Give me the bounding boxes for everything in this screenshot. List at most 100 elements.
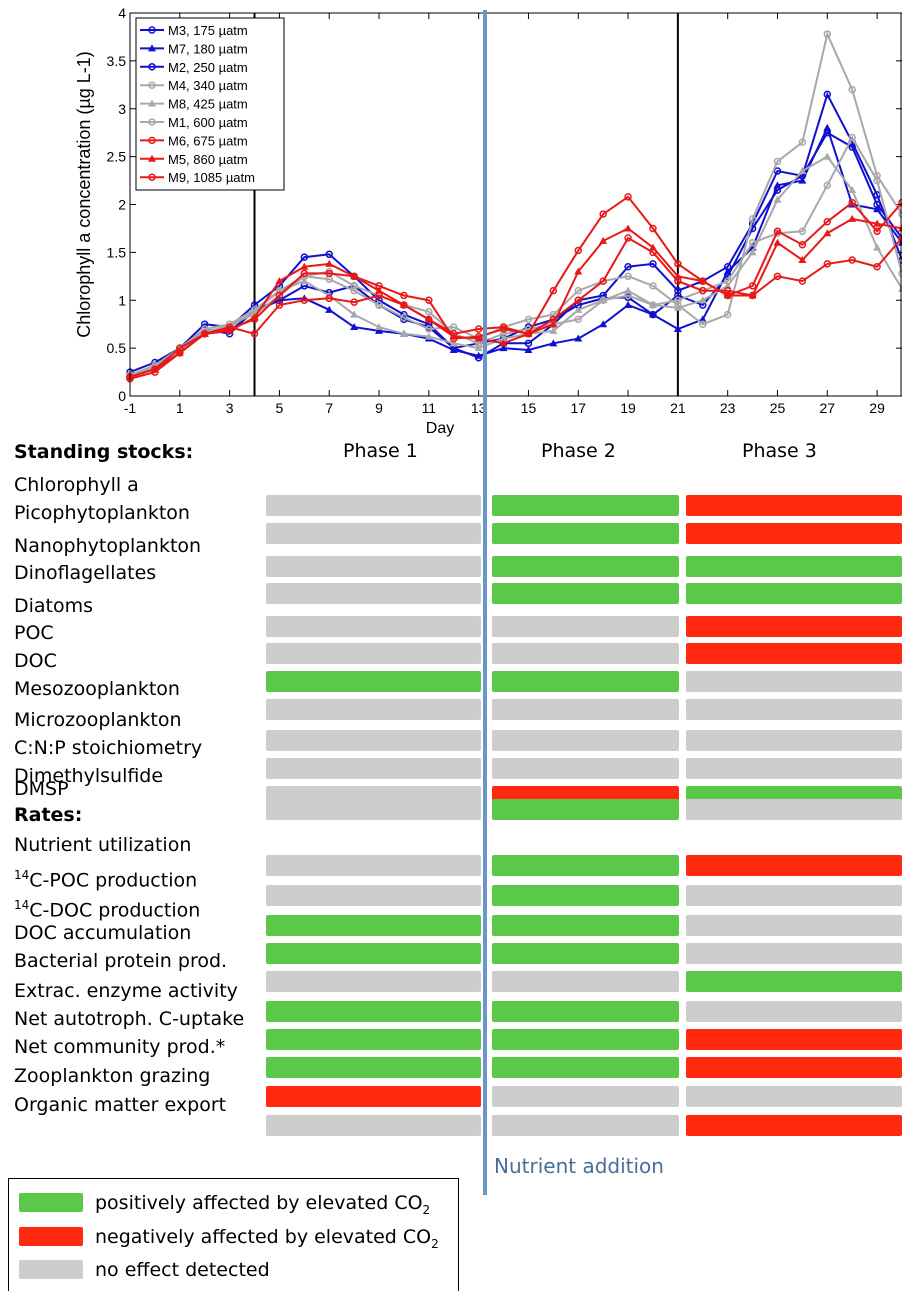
data-point [424, 332, 433, 340]
effect-bar-phase-1 [266, 556, 481, 577]
legend-negative-swatch [19, 1227, 83, 1246]
legend-label: M1, 600 µatm [168, 115, 248, 130]
effect-bar-phase-3 [686, 971, 902, 992]
effect-bar-phase-1 [266, 943, 481, 964]
rate-superscript: 14 [14, 868, 30, 882]
standing-stock-label: Dinoflagellates [14, 561, 156, 585]
data-point [325, 294, 333, 303]
x-tick-label: 23 [720, 400, 736, 416]
x-tick-label: 17 [570, 400, 586, 416]
effect-bar-phase-2 [492, 1115, 679, 1136]
data-point [823, 123, 832, 131]
data-point [400, 313, 408, 322]
standing-stock-label: Nanophytoplankton [14, 534, 201, 558]
data-point [798, 166, 807, 174]
data-point [599, 320, 608, 328]
legend-label: M2, 250 µatm [168, 60, 248, 75]
data-point [549, 286, 558, 295]
x-tick-label: 1 [176, 400, 184, 416]
data-point [524, 346, 533, 354]
data-point [798, 277, 807, 285]
legend-label: M8, 425 µatm [168, 97, 248, 112]
data-point [250, 330, 259, 338]
data-point [624, 234, 632, 242]
effect-bar-phase-2 [492, 1001, 679, 1022]
data-point [823, 181, 832, 190]
data-point [449, 334, 458, 343]
data-point [474, 344, 483, 352]
data-point [649, 282, 657, 290]
effect-bar-phase-1 [266, 699, 481, 720]
series-line [129, 30, 902, 376]
effect-bar-phase-2 [492, 943, 679, 964]
data-point [574, 286, 583, 295]
standing-stock-label: Picophytoplankton [14, 501, 190, 525]
data-point [648, 301, 657, 309]
data-point [848, 214, 857, 222]
y-tick-label: 2 [118, 197, 126, 213]
rate-label: Nutrient utilization [14, 833, 191, 857]
data-point [748, 239, 757, 247]
legend-marker [148, 136, 156, 145]
y-tick-label: 4 [118, 5, 126, 21]
legend-marker [148, 81, 156, 89]
data-point [399, 301, 408, 309]
x-tick-label: 9 [375, 400, 383, 416]
data-point [873, 227, 881, 236]
standing-stock-label: Diatoms [14, 594, 93, 618]
effect-bar-phase-1 [266, 643, 481, 664]
standing-stock-label-text: Picophytoplankton [14, 502, 190, 524]
data-point [748, 282, 757, 290]
effect-bar-phase-1 [266, 885, 481, 906]
effect-bar-phase-2 [492, 885, 679, 906]
x-tick-label: 25 [770, 400, 786, 416]
chlorophyll-chart: 00.511.522.533.54-1 1 3 5 7 9 11 13 15 17 19 21 23 25… [74, 5, 902, 437]
rate-label: Extrac. enzyme activity [14, 979, 238, 1003]
data-point [823, 217, 832, 226]
legend-marker [148, 154, 156, 162]
data-point [674, 291, 682, 300]
effect-bar-phase-2 [492, 583, 679, 604]
data-point [499, 344, 508, 352]
data-point [375, 301, 383, 309]
x-tick-label: 3 [226, 400, 234, 416]
data-point [873, 243, 882, 251]
data-point [474, 351, 483, 359]
data-point [325, 259, 334, 267]
data-point [425, 307, 433, 316]
effect-bar-phase-2 [492, 855, 679, 876]
data-point [873, 219, 882, 227]
rate-label: 14C-POC production [14, 863, 197, 892]
legend-label: M5, 860 µatm [168, 152, 248, 167]
effect-bar-phase-3 [686, 799, 902, 820]
y-tick-label: 3 [118, 101, 126, 117]
legend-positive-swatch [19, 1193, 83, 1212]
effect-bar-phase-3 [686, 556, 902, 577]
nutrient-addition-label: Nutrient addition [494, 1154, 664, 1178]
data-point [474, 332, 483, 341]
rate-label: Organic matter export [14, 1093, 226, 1117]
data-point [474, 325, 483, 333]
data-point [698, 296, 707, 304]
data-point [549, 310, 558, 319]
series-line [129, 155, 902, 376]
data-point [898, 269, 902, 278]
rates-header: Rates: [14, 804, 83, 826]
data-point [773, 195, 782, 203]
rate-label-text: DOC accumulation [14, 922, 192, 944]
data-point [848, 85, 856, 94]
data-point [300, 277, 309, 285]
rate-label: Net community prod.* [14, 1035, 225, 1059]
data-point [848, 133, 856, 142]
rate-label-text: Nutrient utilization [14, 834, 192, 856]
rate-label-text: C-POC production [29, 869, 198, 892]
data-point [798, 240, 807, 249]
rate-label: Bacterial protein prod. [14, 949, 227, 973]
data-point [773, 181, 782, 189]
legend-label: M6, 675 µatm [168, 133, 248, 148]
legend-marker [148, 99, 156, 107]
standing-stock-label: DMSP [14, 777, 69, 801]
effect-bar-phase-1 [266, 915, 481, 936]
data-point [350, 272, 358, 281]
effect-bar-phase-3 [686, 583, 902, 604]
